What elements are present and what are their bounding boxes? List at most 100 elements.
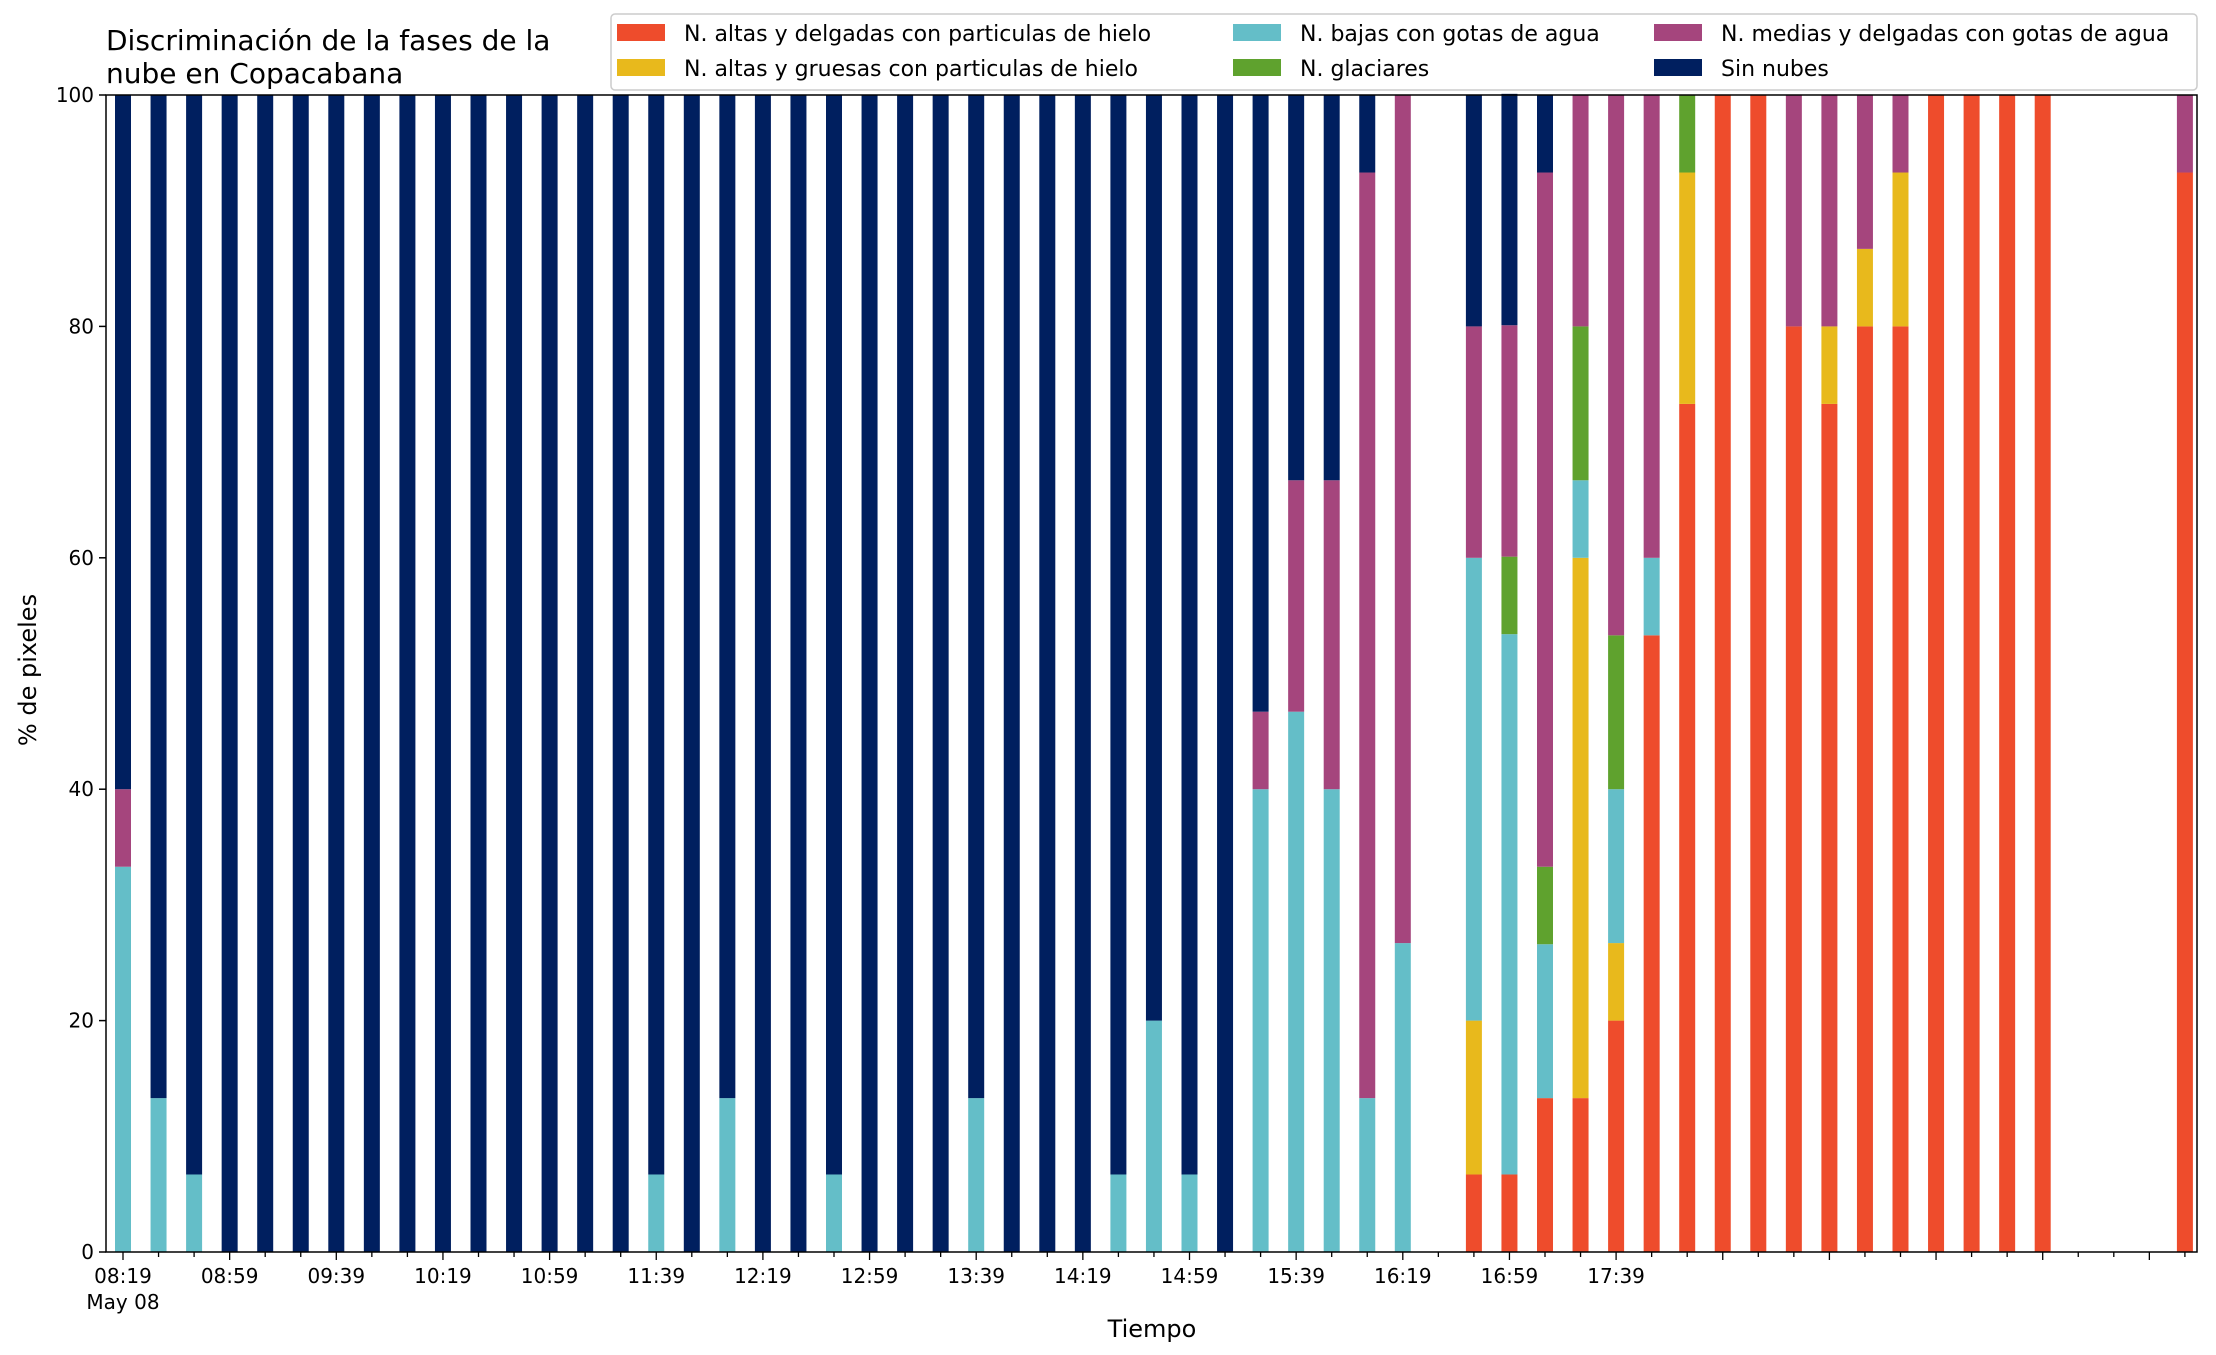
bar-segment [1394, 943, 1411, 1252]
y-tick-label: 20 [69, 1009, 94, 1033]
bar-segment [1288, 480, 1305, 712]
bar-segment [1821, 95, 1838, 327]
x-tick-label: 17:39 [1587, 1264, 1645, 1288]
x-tick-label: 12:59 [841, 1264, 899, 1288]
bar-segment [150, 95, 167, 1099]
bar-segment [1003, 95, 1020, 1252]
bar-segment [968, 1098, 985, 1252]
bar-segment [1252, 789, 1269, 1252]
bar-segment [1110, 95, 1127, 1175]
bar-segment [506, 95, 523, 1252]
bar-segment [2176, 172, 2193, 1252]
bar-segment [1145, 1020, 1162, 1252]
bar-segment [1643, 557, 1660, 636]
bar-segment [257, 95, 274, 1252]
legend-swatch [1233, 24, 1281, 41]
legend-box [610, 13, 2198, 91]
x-tick-label: 09:39 [307, 1264, 365, 1288]
bar-segment [897, 95, 914, 1252]
bar-segment [1572, 1098, 1589, 1252]
legend-entry: N. glaciares [1300, 57, 1429, 82]
bar-segment [1643, 95, 1660, 558]
bar-segment [1572, 95, 1589, 327]
bars-layer [115, 93, 2193, 1252]
bar-segment [648, 95, 665, 1175]
bar-segment [1821, 403, 1838, 1252]
bar-segment [470, 95, 487, 1252]
legend-entry: N. medias y delgadas con gotas de agua [1721, 22, 2169, 47]
bar-segment [577, 95, 594, 1252]
x-tick-label: 14:59 [1161, 1264, 1219, 1288]
bar-segment [399, 95, 416, 1252]
x-tick-label: 16:59 [1481, 1264, 1539, 1288]
plot-frame [105, 94, 2198, 1253]
bar-segment [1465, 557, 1482, 1021]
x-tick-label: 13:39 [947, 1264, 1005, 1288]
axes-layer: 0 20 40 60 80 100 08:19 08:59 09:39 10:19 10:59 11:… [56, 83, 2198, 1314]
bar-segment [968, 95, 985, 1099]
bar-segment [2176, 95, 2193, 173]
bar-segment [1501, 634, 1518, 1175]
bar-segment [1465, 1020, 1482, 1175]
bar-segment [1039, 95, 1056, 1252]
bar-segment [1856, 248, 1873, 327]
bar-segment [1501, 556, 1518, 635]
y-axis-label: % de pixeles [14, 594, 42, 746]
bar-segment [1323, 789, 1340, 1252]
bar-segment [1785, 95, 1802, 327]
bar-segment [1359, 95, 1376, 173]
legend-swatch [1654, 59, 1702, 76]
bar-segment [1608, 789, 1625, 944]
bar-segment [932, 95, 949, 1252]
bar-segment [363, 95, 380, 1252]
bar-segment [1359, 172, 1376, 1099]
y-tick-label: 80 [69, 314, 94, 338]
bar-segment [1537, 866, 1553, 945]
bar-segment [1892, 326, 1909, 1252]
bar-segment [1856, 95, 1873, 249]
x-tick-label: 10:59 [521, 1264, 579, 1288]
bar-segment [1928, 95, 1945, 1252]
bar-segment [1537, 1098, 1553, 1252]
legend-entry: N. altas y delgadas con particulas de hi… [684, 22, 1151, 47]
x-tick-label: 15:39 [1267, 1264, 1325, 1288]
bar-segment [434, 95, 451, 1252]
bar-segment [754, 95, 771, 1252]
legend-entry: N. bajas con gotas de agua [1300, 22, 1600, 47]
bar-segment [1537, 95, 1553, 173]
bar-segment [1323, 480, 1340, 790]
x-tick-label: 11:39 [627, 1264, 685, 1288]
bar-segment [683, 95, 700, 1252]
x-tick-label: 14:19 [1054, 1264, 1112, 1288]
x-axis-label: Tiempo [1107, 1315, 1197, 1343]
bar-segment [1750, 95, 1767, 1252]
bar-segment [1217, 95, 1234, 1252]
bar-segment [719, 95, 736, 1099]
bar-segment [612, 95, 629, 1252]
bar-segment [1465, 326, 1482, 558]
bar-segment [1608, 943, 1625, 1021]
bar-segment [861, 95, 878, 1252]
bar-segment [1821, 326, 1838, 404]
x-tick-label: 16:19 [1374, 1264, 1432, 1288]
bar-segment [1608, 635, 1625, 790]
legend-swatch [617, 24, 665, 41]
legend-swatch [1233, 59, 1281, 76]
bar-segment [826, 1174, 842, 1252]
legend-entry: N. altas y gruesas con particulas de hie… [684, 57, 1138, 82]
bar-segment [1963, 95, 1980, 1252]
bar-segment [1892, 95, 1909, 173]
bar-segment [1110, 1174, 1127, 1252]
bar-segment [186, 1174, 203, 1252]
bar-segment [1679, 403, 1696, 1252]
bar-segment [1892, 172, 1909, 327]
bar-segment [1501, 1174, 1518, 1252]
x-tick-label: 08:19 [94, 1264, 152, 1288]
bar-segment [1572, 326, 1589, 481]
bar-segment [115, 95, 131, 790]
bar-segment [1714, 95, 1731, 1252]
x-tick-label: 08:59 [201, 1264, 259, 1288]
bar-segment [1145, 95, 1162, 1021]
bar-segment [115, 789, 131, 867]
bar-segment [1074, 95, 1091, 1252]
